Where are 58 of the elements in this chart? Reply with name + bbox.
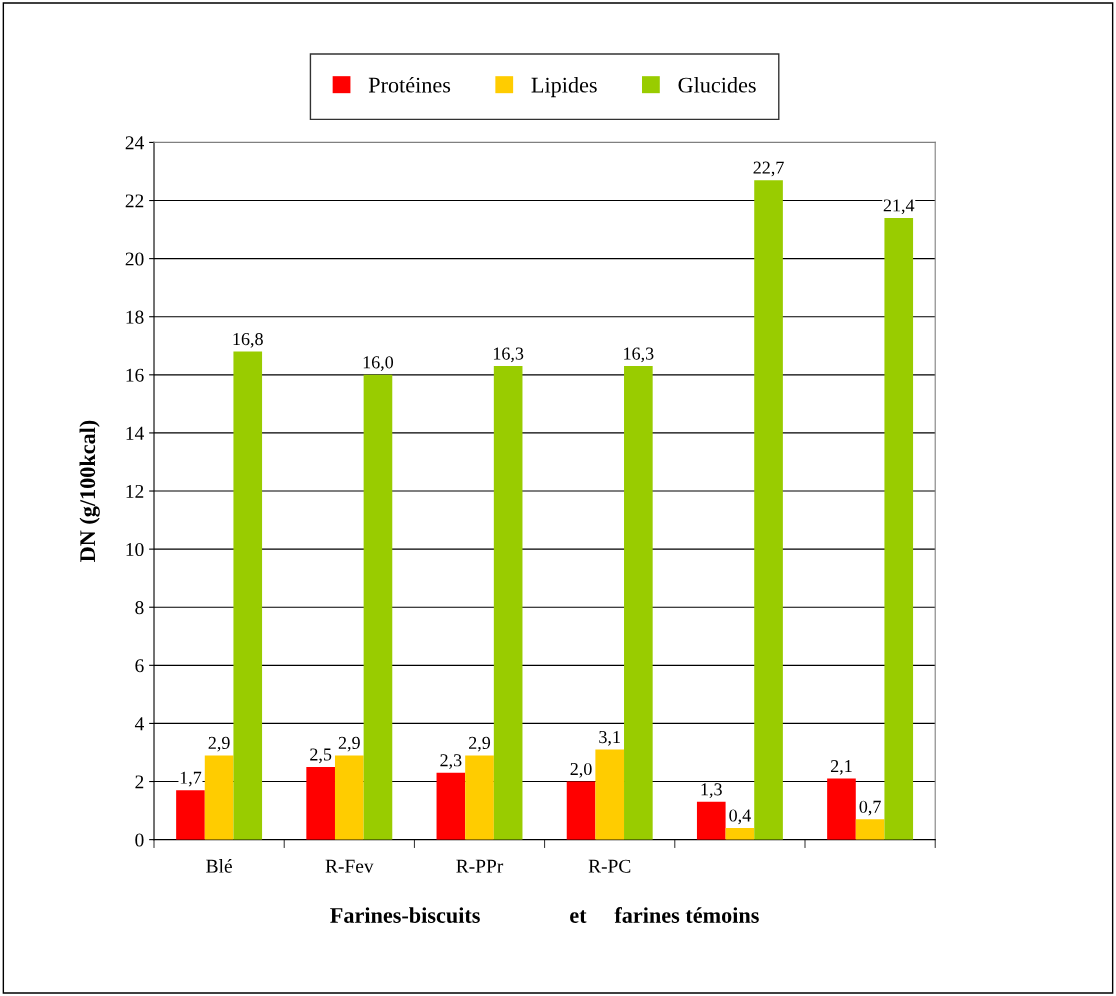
data-label: 16,8 bbox=[233, 332, 263, 348]
data-label: 21,4 bbox=[883, 199, 915, 215]
y-tick-label: 12 bbox=[126, 484, 144, 498]
bar bbox=[725, 828, 755, 840]
bar bbox=[696, 801, 726, 840]
legend-label: Protéines bbox=[368, 76, 451, 93]
bar bbox=[493, 366, 523, 840]
data-label: 0,7 bbox=[859, 800, 881, 816]
bar bbox=[363, 374, 393, 840]
bar bbox=[566, 781, 596, 840]
x-tick-label: R-Fev bbox=[325, 859, 374, 873]
y-tick-label: 6 bbox=[135, 659, 144, 673]
y-tick-label: 4 bbox=[134, 717, 144, 731]
data-label: 2,1 bbox=[830, 760, 852, 775]
bar bbox=[884, 217, 914, 840]
data-label: 2,9 bbox=[338, 736, 360, 752]
x-tick-label: R-PC bbox=[588, 859, 631, 873]
x-tick-label: Blé bbox=[206, 859, 232, 873]
bar bbox=[624, 366, 653, 840]
data-label: 16,3 bbox=[624, 347, 654, 363]
y-axis-title: DN (g/100kcal) bbox=[79, 420, 100, 562]
y-tick-label: 8 bbox=[135, 601, 144, 615]
y-tick-label: 0 bbox=[135, 833, 144, 847]
data-label: 2,3 bbox=[440, 754, 462, 769]
data-label: 3,1 bbox=[599, 730, 620, 746]
data-label: 2,9 bbox=[469, 736, 491, 752]
y-tick-label: 14 bbox=[126, 426, 144, 440]
legend-label: Glucides bbox=[678, 76, 756, 93]
data-label: 16,3 bbox=[493, 347, 524, 363]
y-tick-label: 2 bbox=[135, 775, 144, 789]
bar bbox=[176, 790, 205, 840]
bar bbox=[465, 755, 494, 840]
data-label: 2,5 bbox=[310, 748, 332, 764]
data-label: 2,0 bbox=[570, 762, 592, 778]
data-label: 22,7 bbox=[753, 161, 784, 177]
bar bbox=[436, 772, 466, 840]
y-tick-label: 10 bbox=[126, 542, 144, 557]
bar bbox=[204, 755, 234, 840]
data-label: 1,7 bbox=[180, 771, 202, 787]
y-tick-label: 18 bbox=[126, 310, 144, 324]
y-tick-label: 20 bbox=[125, 252, 144, 266]
legend-label: Lipides bbox=[531, 76, 597, 98]
bar bbox=[595, 749, 625, 840]
bar bbox=[233, 351, 263, 840]
bar bbox=[827, 778, 856, 840]
bar bbox=[334, 755, 364, 840]
y-tick-label: 22 bbox=[125, 194, 144, 208]
bar bbox=[306, 767, 335, 840]
data-label: 2,9 bbox=[208, 736, 230, 752]
y-tick-label: 16 bbox=[126, 368, 144, 382]
y-tick-label: 24 bbox=[125, 136, 144, 150]
x-axis-title: Farines-biscuits et farines témoins bbox=[330, 907, 759, 923]
data-label: 1,3 bbox=[701, 783, 722, 799]
data-label: 0,4 bbox=[729, 809, 751, 825]
bar bbox=[754, 180, 783, 840]
bar bbox=[855, 819, 885, 840]
x-tick-label: R-PPr bbox=[456, 859, 504, 873]
data-label: 16,0 bbox=[363, 356, 394, 371]
